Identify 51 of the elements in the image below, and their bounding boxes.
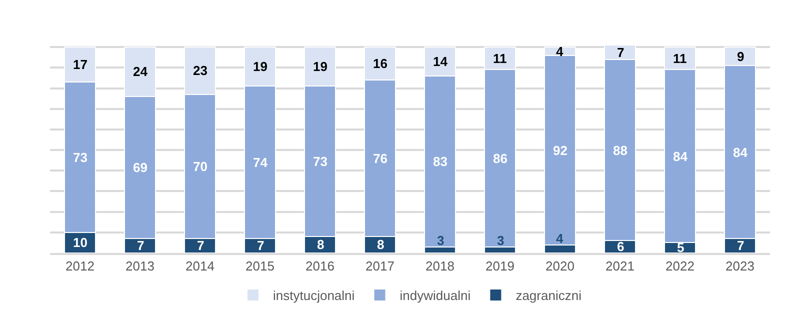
data-label: 84 [673, 149, 688, 164]
data-label: 10 [73, 235, 88, 250]
data-label: 76 [373, 151, 388, 166]
data-label: 4 [556, 44, 564, 59]
data-label: 11 [493, 51, 507, 66]
x-tick-label: 2020 [546, 258, 574, 274]
x-tick-label: 2022 [666, 258, 694, 274]
data-label: 84 [733, 145, 748, 160]
data-label: 5 [677, 240, 684, 255]
data-label: 7 [197, 238, 204, 253]
data-label: 69 [133, 160, 148, 175]
legend-label: zagraniczni [516, 288, 582, 304]
x-tick-label: 2016 [306, 258, 334, 274]
x-tick-label: 2017 [366, 258, 394, 274]
data-label: 7 [737, 238, 744, 253]
x-tick-label: 2015 [246, 258, 274, 274]
x-tick-label: 2013 [126, 258, 154, 274]
legend-label: indywidualni [400, 288, 471, 304]
data-label: 7 [137, 238, 144, 253]
data-label: 24 [133, 64, 148, 79]
data-label: 7 [257, 238, 264, 253]
data-label: 4 [556, 231, 564, 246]
data-label: 73 [313, 154, 328, 169]
data-label: 23 [193, 63, 208, 78]
data-label: 17 [73, 57, 88, 72]
data-label: 9 [737, 49, 744, 64]
legend-label: instytucjonalni [273, 288, 355, 304]
data-label: 6 [617, 239, 624, 254]
data-label: 88 [613, 143, 628, 158]
data-label: 11 [673, 51, 687, 66]
data-label: 73 [73, 150, 88, 165]
data-label: 3 [497, 233, 504, 248]
x-tick-label: 2021 [606, 258, 634, 274]
data-label: 8 [377, 237, 384, 252]
x-tick-label: 2018 [426, 258, 454, 274]
data-label: 19 [313, 59, 328, 74]
data-label: 70 [193, 159, 208, 174]
data-label: 19 [253, 59, 268, 74]
data-label: 86 [493, 151, 508, 166]
data-label: 3 [437, 233, 444, 248]
data-label: 14 [433, 54, 448, 69]
data-label: 8 [317, 237, 324, 252]
data-label: 7 [617, 45, 624, 60]
x-tick-label: 2012 [66, 258, 94, 274]
x-tick-label: 2023 [726, 258, 754, 274]
data-label: 16 [373, 56, 388, 71]
data-label: 83 [433, 154, 448, 169]
x-tick-label: 2019 [486, 258, 514, 274]
data-label: 74 [253, 155, 268, 170]
x-tick-label: 2014 [186, 258, 214, 274]
data-label: 92 [553, 143, 568, 158]
